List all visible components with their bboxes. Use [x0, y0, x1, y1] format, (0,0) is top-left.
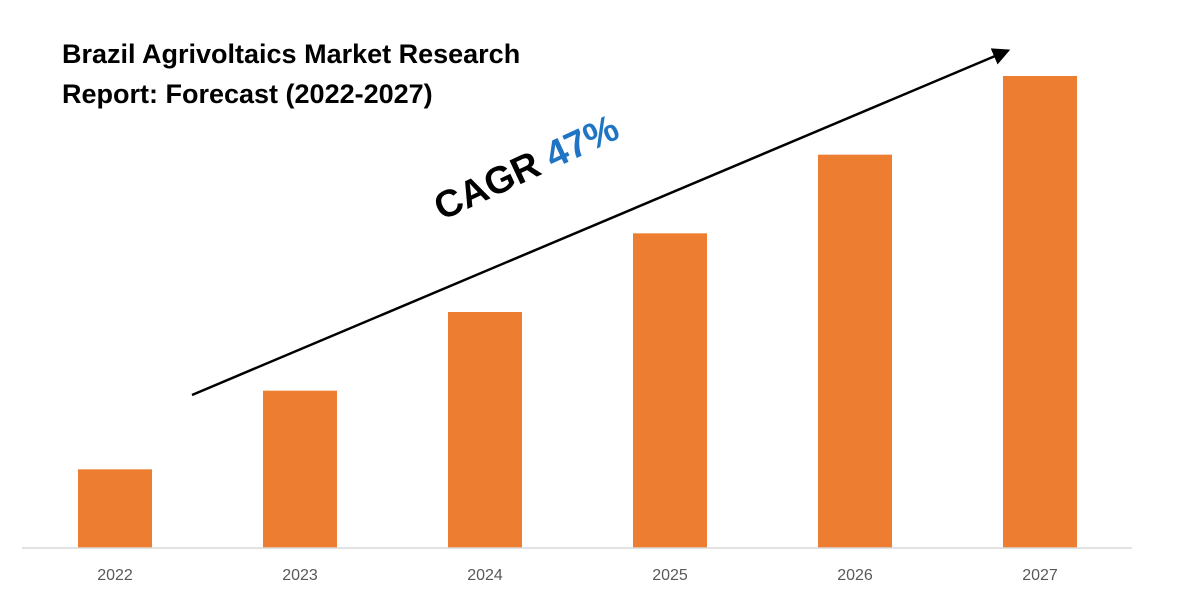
- x-tick-label-2026: 2026: [837, 567, 873, 584]
- x-tick-labels: 2022 2023 2024 2025 2026 2027: [97, 567, 1058, 584]
- bar-2027: [1003, 76, 1077, 548]
- bar-2025: [633, 233, 707, 549]
- bar-2022: [78, 469, 152, 548]
- bar-2023: [263, 390, 337, 548]
- x-tick-label-2027: 2027: [1022, 567, 1058, 584]
- x-tick-label-2025: 2025: [652, 567, 688, 584]
- bar-2024: [448, 312, 522, 548]
- chart-title-line-1: Brazil Agrivoltaics Market Research: [62, 39, 521, 69]
- x-tick-label-2024: 2024: [467, 567, 503, 584]
- chart-title-line-2: Report: Forecast (2022-2027): [62, 79, 433, 109]
- x-tick-label-2023: 2023: [282, 567, 318, 584]
- bar-2026: [818, 154, 892, 548]
- x-tick-label-2022: 2022: [97, 567, 133, 584]
- trend-arrow: [191, 48, 1011, 397]
- bars-group: [78, 76, 1077, 549]
- chart-title: Brazil Agrivoltaics Market Research Repo…: [62, 34, 582, 114]
